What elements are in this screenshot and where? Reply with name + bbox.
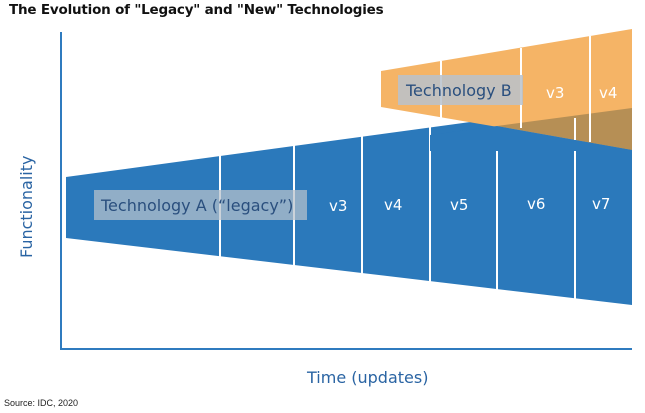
technology-a-label: Technology A (“legacy”) (100, 196, 293, 215)
technology-b-version-v3: v3 (546, 84, 564, 102)
technology-b-label: Technology B (405, 81, 512, 100)
technology-a-body (66, 100, 632, 305)
technology-b-label-box (398, 75, 523, 105)
technology-a-version-v4: v4 (384, 196, 402, 214)
overlap-region (497, 108, 632, 150)
technology-a-label-box (94, 190, 307, 220)
source-note: Source: IDC, 2020 (4, 398, 79, 408)
x-axis-label: Time (updates) (306, 368, 428, 387)
technology-a-version-v6: v6 (527, 195, 545, 213)
technology-a-version-v5: v5 (450, 196, 468, 214)
technology-a-version-v7: v7 (592, 195, 610, 213)
technology-a-version-v3: v3 (329, 197, 347, 215)
technology-b-version-v4: v4 (599, 84, 617, 102)
diagram-title: The Evolution of "Legacy" and "New" Tech… (9, 2, 384, 18)
technology-a-top-edge (430, 126, 632, 151)
axes (60, 32, 632, 350)
y-axis-label: Functionality (17, 156, 36, 259)
